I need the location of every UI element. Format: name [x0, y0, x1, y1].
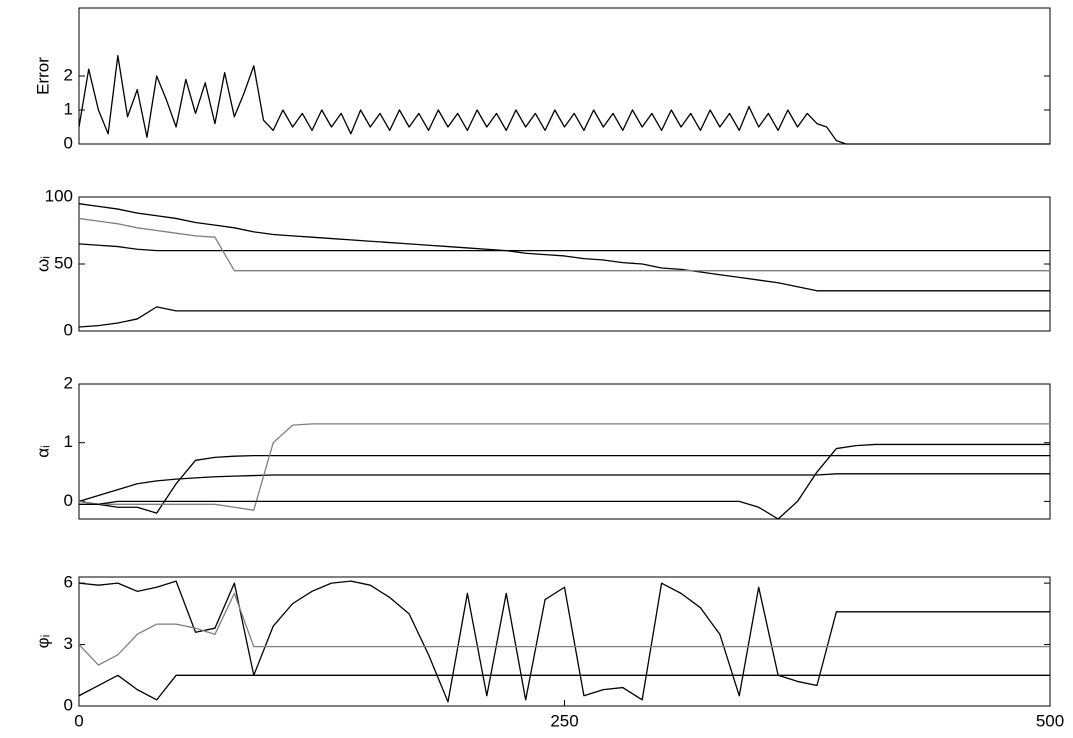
- data-line: [78, 473, 1050, 503]
- y-tick-label: 0: [64, 133, 73, 152]
- y-axis-label: ωᵢ: [33, 256, 52, 272]
- y-axis-label: φᵢ: [33, 635, 52, 649]
- y-tick-label: 1: [64, 99, 73, 118]
- y-tick-label: 3: [64, 634, 73, 653]
- data-line: [78, 54, 1050, 145]
- y-tick-label: 0: [64, 491, 73, 510]
- data-line: [78, 217, 1050, 272]
- y-tick-label: 50: [54, 253, 73, 272]
- data-line: [78, 592, 1050, 666]
- data-line: [78, 306, 1050, 328]
- y-tick-label: 6: [64, 573, 73, 592]
- x-tick-label: 0: [74, 711, 83, 730]
- x-tick-label: 250: [550, 711, 578, 730]
- data-line: [78, 203, 1050, 292]
- y-tick-label: 0: [64, 695, 73, 714]
- data-line: [78, 674, 1050, 701]
- data-line: [78, 423, 1050, 511]
- y-tick-label: 0: [64, 320, 73, 339]
- x-tick-label: 500: [1036, 711, 1064, 730]
- y-tick-label: 1: [64, 432, 73, 451]
- data-line: [78, 580, 1050, 703]
- data-line: [78, 243, 1050, 252]
- y-tick-label: 100: [45, 186, 73, 205]
- y-axis-label: αᵢ: [33, 445, 52, 458]
- data-line: [79, 443, 1050, 520]
- y-tick-label: 2: [64, 65, 73, 84]
- y-tick-label: 2: [64, 373, 73, 392]
- axes-frame: [78, 383, 1051, 520]
- data-line: [78, 454, 1050, 514]
- axes-frame: [78, 576, 1051, 707]
- y-axis-label: Error: [33, 57, 52, 95]
